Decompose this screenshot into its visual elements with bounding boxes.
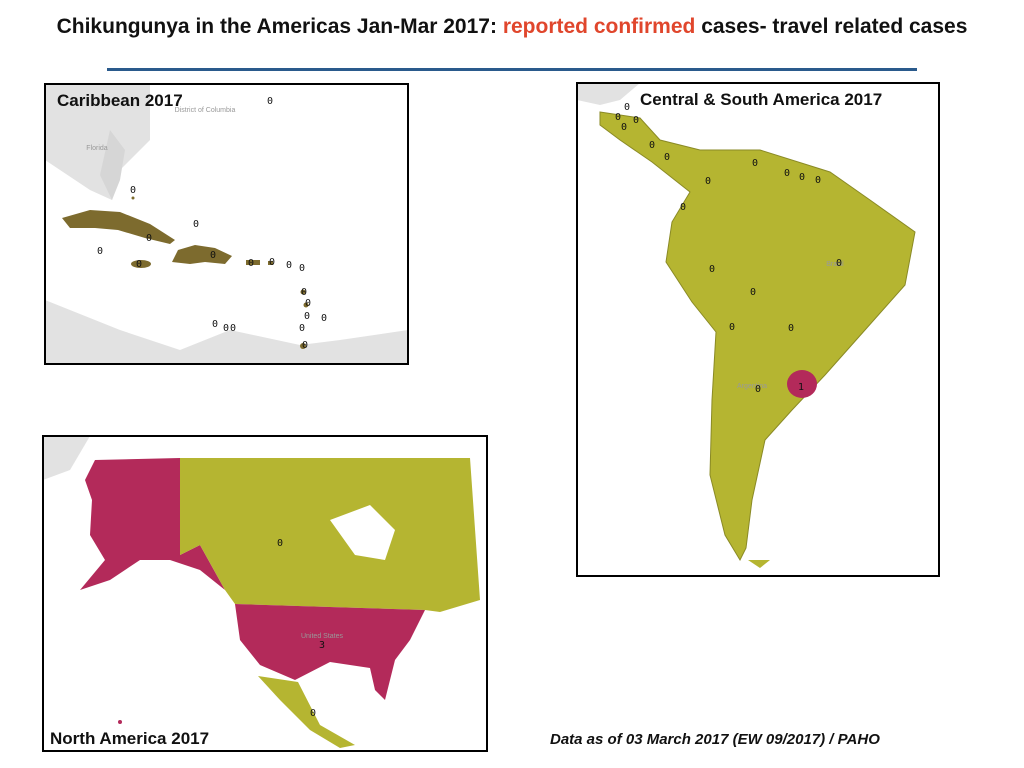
place-name: United States bbox=[301, 633, 344, 640]
case-count: 0 bbox=[752, 158, 758, 169]
case-count: 0 bbox=[301, 287, 307, 298]
map-title: Caribbean 2017 bbox=[57, 91, 183, 110]
case-count: 0 bbox=[97, 246, 103, 257]
case-count: 0 bbox=[277, 538, 283, 549]
case-count: 0 bbox=[299, 323, 305, 334]
place-name: Brazil bbox=[826, 261, 844, 268]
title-highlight: reported confirmed bbox=[502, 15, 696, 38]
case-count: 0 bbox=[304, 311, 310, 322]
case-count: 0 bbox=[680, 202, 686, 213]
case-count: 0 bbox=[210, 250, 216, 261]
case-count: 0 bbox=[193, 219, 199, 230]
case-count: 0 bbox=[729, 322, 735, 333]
case-count: 1 bbox=[798, 382, 804, 393]
case-count: 0 bbox=[615, 112, 621, 123]
case-count: 0 bbox=[248, 258, 254, 269]
caribbean-map bbox=[45, 84, 408, 364]
map-title: North America 2017 bbox=[50, 729, 209, 748]
case-count: 0 bbox=[621, 122, 627, 133]
map-frame bbox=[576, 82, 940, 577]
case-count: 0 bbox=[212, 319, 218, 330]
case-count: 0 bbox=[664, 152, 670, 163]
case-count: 0 bbox=[130, 185, 136, 196]
map-title: Central & South America 2017 bbox=[640, 90, 882, 109]
case-count: 0 bbox=[815, 175, 821, 186]
south-america-map bbox=[577, 83, 939, 576]
case-count: 0 bbox=[230, 323, 236, 334]
case-count: 0 bbox=[799, 172, 805, 183]
case-count: 0 bbox=[305, 298, 311, 309]
case-count: 3 bbox=[319, 640, 325, 651]
case-count: 0 bbox=[321, 313, 327, 324]
case-count: 0 bbox=[788, 323, 794, 334]
case-count: 0 bbox=[267, 96, 273, 107]
case-count: 0 bbox=[649, 140, 655, 151]
case-count: 0 bbox=[836, 258, 842, 269]
map-frame bbox=[44, 83, 409, 365]
case-count: 0 bbox=[755, 384, 761, 395]
place-name: Florida bbox=[86, 145, 108, 152]
case-count: 0 bbox=[705, 176, 711, 187]
title-text: cases- travel related cases bbox=[701, 15, 968, 38]
map-frame bbox=[42, 435, 488, 752]
source-note: Data as of 03 March 2017 (EW 09/2017) / … bbox=[550, 731, 880, 748]
case-count: 0 bbox=[286, 260, 292, 271]
title-text: Chikungunya in the Americas Jan-Mar 2017… bbox=[56, 15, 497, 38]
case-count: 0 bbox=[269, 257, 275, 268]
place-name: Argentina bbox=[737, 383, 767, 390]
case-count: 0 bbox=[750, 287, 756, 298]
case-count: 0 bbox=[709, 264, 715, 275]
case-count: 0 bbox=[784, 168, 790, 179]
north-america-map bbox=[43, 436, 487, 751]
title-rule bbox=[107, 68, 917, 71]
slide-title: Chikungunya in the Americas Jan-Mar 2017… bbox=[20, 14, 1004, 39]
place-name: District of Columbia bbox=[175, 107, 236, 114]
case-count: 0 bbox=[136, 259, 142, 270]
case-count: 0 bbox=[223, 323, 229, 334]
case-count: 0 bbox=[299, 263, 305, 274]
case-count: 0 bbox=[146, 233, 152, 244]
case-count: 0 bbox=[310, 708, 316, 719]
case-count: 0 bbox=[302, 340, 308, 351]
case-count: 0 bbox=[624, 102, 630, 113]
case-count: 0 bbox=[633, 115, 639, 126]
